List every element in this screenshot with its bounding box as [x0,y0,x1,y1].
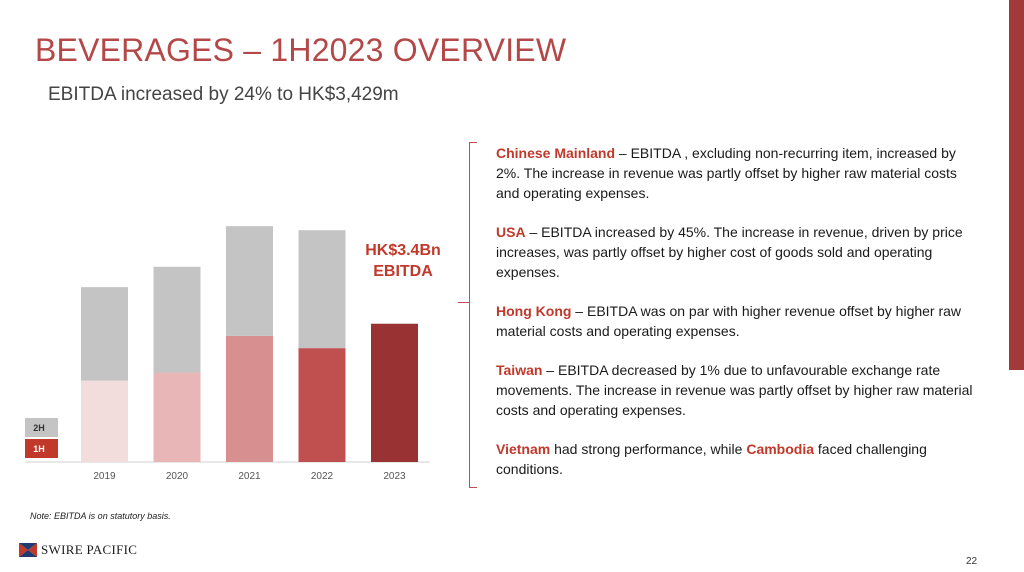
note-highlight: Chinese Mainland [496,145,616,161]
ebitda-chart: 2019 2020 2021 2022 2023 2H 1H [25,226,430,482]
page-title: BEVERAGES – 1H2023 OVERVIEW [35,32,567,68]
ebitda-callout: HK$3.4Bn EBITDA [353,240,453,282]
notes-bracket-tick [458,302,469,303]
x-tick-label: 2019 [93,471,116,482]
bar-1H-2022 [298,348,346,462]
legend-swatch-2H [25,418,58,437]
bar-1H-2020 [153,372,201,462]
page-number: 22 [966,556,978,567]
note-text: faced challenging conditions. [496,441,927,477]
x-tick-label: 2020 [166,471,189,482]
note-usa: USA – EBITDA increased by 45%. The incre… [496,222,978,282]
note-chinese-mainland: Chinese Mainland – EBITDA , excluding no… [496,143,978,203]
note-highlight: Hong Kong [496,303,572,319]
callout-value: HK$3.4Bn [365,242,441,259]
bar-2H-2022 [298,230,346,349]
note-hong-kong: Hong Kong – EBITDA was on par with highe… [496,301,978,341]
bar-2H-2021 [226,226,273,336]
footnote: Note: EBITDA is on statutory basis. [30,511,171,521]
company-logo: SWIRE PACIFIC [19,542,137,558]
note-taiwan: Taiwan – EBITDA decreased by 1% due to u… [496,360,978,420]
swire-flag-icon [19,543,37,557]
logo-text: SWIRE PACIFIC [41,542,138,557]
decorative-strip [1009,0,1024,370]
legend-label: 2H [33,423,45,433]
x-tick-label: 2021 [238,471,261,482]
bar-1H-2023 [371,323,418,462]
note-text: had strong performance, while [550,441,747,457]
note-text: – EBITDA decreased by 1% due to unfavour… [496,362,973,418]
legend-label: 1H [33,444,45,454]
note-text: – EBITDA was on par with higher revenue … [496,303,962,339]
note-text: – EBITDA , excluding non-recurring item,… [496,145,957,201]
callout-label: EBITDA [373,263,433,280]
bar-2H-2020 [153,266,201,373]
x-tick-label: 2022 [311,471,334,482]
note-highlight: Taiwan [496,362,543,378]
bar-1H-2021 [226,335,273,462]
note-highlight: Vietnam [496,441,551,457]
note-highlight: Cambodia [746,441,815,457]
note-vietnam-cambodia: Vietnam had strong performance, while Ca… [496,439,978,479]
bar-1H-2019 [81,380,128,462]
page-subtitle: EBITDA increased by 24% to HK$3,429m [48,84,399,105]
legend-swatch-1H [25,439,58,458]
region-notes: Chinese Mainland – EBITDA , excluding no… [496,143,978,498]
x-tick-label: 2023 [383,471,406,482]
bar-2H-2019 [81,287,128,381]
notes-bracket [469,142,477,488]
note-highlight: USA [496,224,526,240]
note-text: – EBITDA increased by 45%. The increase … [496,224,963,280]
